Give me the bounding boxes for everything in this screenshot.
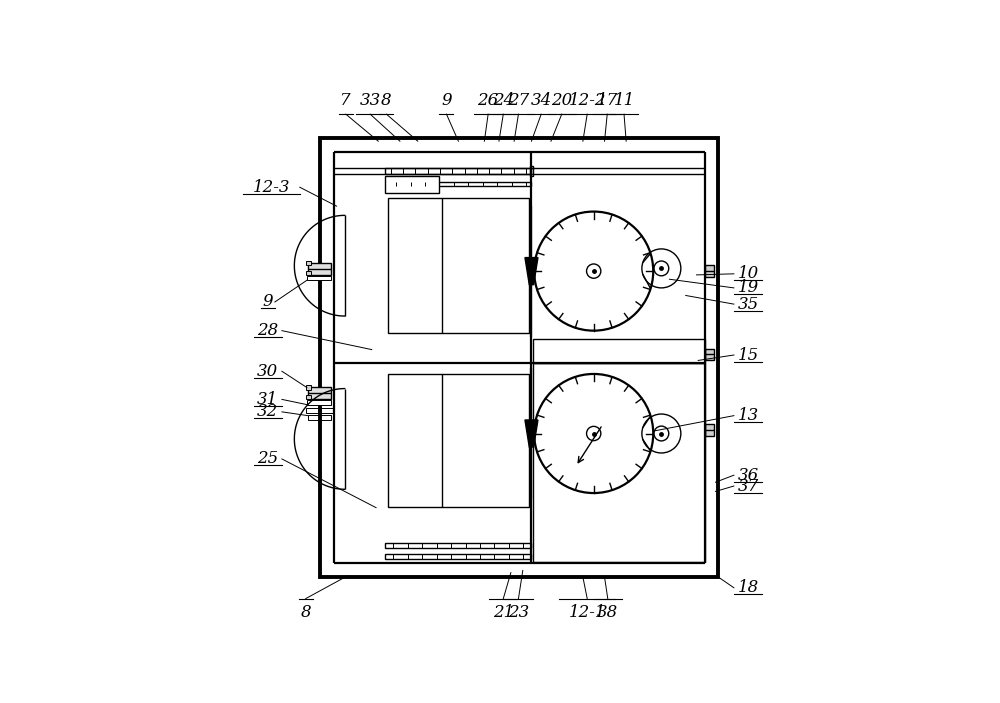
Text: 12-3: 12-3 [253, 179, 290, 195]
Text: 9: 9 [263, 293, 273, 311]
Text: 8: 8 [300, 604, 311, 621]
Text: 18: 18 [737, 579, 759, 596]
Bar [385, 176, 439, 193]
Text: 33: 33 [360, 91, 381, 109]
Bar [307, 401, 331, 405]
Text: 25: 25 [257, 451, 278, 467]
Text: 36: 36 [737, 467, 759, 484]
Bar [306, 408, 333, 413]
Bar [306, 395, 311, 399]
Polygon shape [525, 257, 538, 285]
Text: 12-2: 12-2 [568, 91, 606, 109]
Text: 20: 20 [551, 91, 572, 109]
Bar [307, 276, 331, 280]
Text: 35: 35 [737, 296, 759, 313]
Bar [306, 261, 311, 265]
Bar [388, 374, 529, 507]
Text: 26: 26 [478, 91, 499, 109]
Text: 21: 21 [493, 604, 514, 621]
Text: 27: 27 [508, 91, 529, 109]
Text: 30: 30 [257, 363, 278, 380]
Bar [388, 198, 529, 333]
Bar [308, 387, 331, 399]
Text: 13: 13 [737, 407, 759, 424]
Bar [320, 138, 718, 577]
Text: 15: 15 [737, 347, 759, 363]
Text: 8: 8 [381, 91, 392, 109]
Text: 11: 11 [613, 91, 635, 109]
Text: 7: 7 [340, 91, 351, 109]
Bar [385, 168, 531, 174]
Text: 9: 9 [441, 91, 452, 109]
Text: 28: 28 [257, 322, 278, 339]
Bar [391, 182, 531, 186]
Bar [705, 425, 714, 436]
Bar [385, 543, 531, 548]
Text: 24: 24 [493, 91, 514, 109]
Bar [306, 385, 311, 389]
Text: 34: 34 [531, 91, 552, 109]
Bar [530, 166, 533, 176]
Bar [306, 271, 311, 275]
Text: 10: 10 [737, 265, 759, 283]
Bar [705, 349, 714, 361]
Text: 38: 38 [597, 604, 618, 621]
Text: 23: 23 [508, 604, 529, 621]
Text: 17: 17 [597, 91, 618, 109]
Text: 19: 19 [737, 279, 759, 297]
Text: 32: 32 [257, 404, 278, 420]
Bar [533, 363, 705, 562]
Bar [308, 263, 331, 275]
Text: 31: 31 [257, 391, 278, 408]
Bar [308, 415, 331, 420]
Polygon shape [525, 420, 538, 447]
Bar [533, 339, 705, 363]
Bar [385, 554, 531, 559]
Text: 37: 37 [737, 477, 759, 494]
Text: 12-1: 12-1 [568, 604, 606, 621]
Bar [705, 264, 714, 276]
